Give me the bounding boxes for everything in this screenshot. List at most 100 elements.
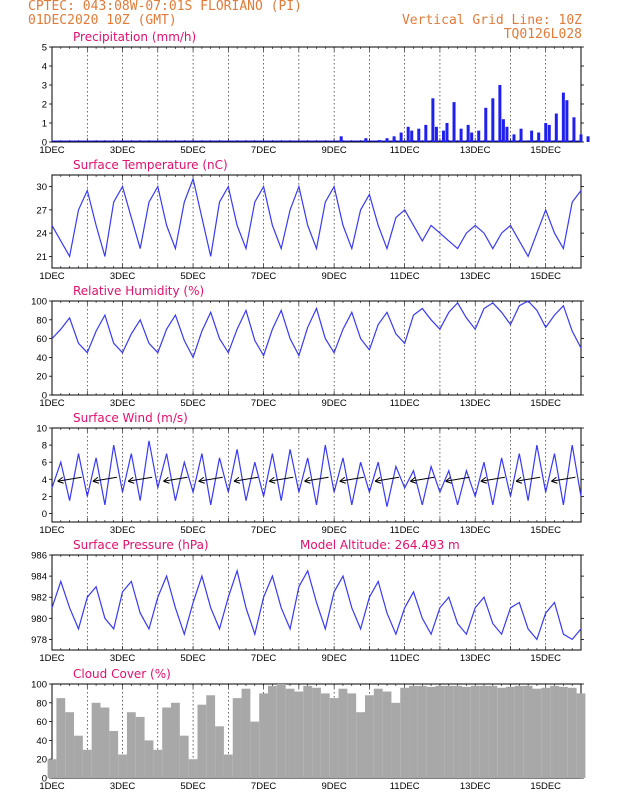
precip-bar <box>579 134 583 142</box>
panel-title-precip: Precipitation (mm/h) <box>73 30 196 44</box>
cloud-bar <box>497 687 507 778</box>
series-line-wind <box>51 440 582 507</box>
y-tick-label: 0 <box>42 138 47 149</box>
cloud-bar <box>461 686 471 778</box>
y-tick-label: 10 <box>36 424 47 435</box>
cloud-bar <box>144 740 154 778</box>
cloud-bar <box>426 686 436 778</box>
y-tick-label: 40 <box>36 353 47 364</box>
y-tick-label: 6 <box>42 458 47 469</box>
y-tick-label: 27 <box>36 205 47 216</box>
y-tick-label: 0 <box>42 391 47 402</box>
cloud-bar <box>74 735 83 778</box>
cloud-bar <box>223 754 233 778</box>
x-tick-label: 5DEC <box>180 781 205 792</box>
panel-frame <box>51 300 582 396</box>
cloud-bar <box>567 687 577 778</box>
x-tick-label: 1DEC <box>39 398 64 409</box>
y-tick-label: 4 <box>42 62 47 73</box>
cloud-bar <box>303 685 313 778</box>
panel-pressure: 978 980 982 984 986 1DEC 3DEC 5DEC 7DEC 9DEC 11DEC… <box>31 538 584 664</box>
x-tick-label: 9DEC <box>321 781 346 792</box>
y-tick-label: 40 <box>36 736 47 747</box>
x-tick-label: 15DEC <box>530 781 561 792</box>
y-tick-label: 60 <box>36 334 47 345</box>
header-model-id: TQ0126L028 <box>503 27 582 42</box>
panel-rh: 0 20 40 60 80 100 1DEC 3DEC 5DEC 7DEC 9DEC 11DEC 13D… <box>31 284 584 409</box>
wind-arrow <box>198 476 223 482</box>
cloud-bar <box>82 749 92 778</box>
precip-bar <box>565 100 569 142</box>
y-tick-label: 80 <box>36 315 47 326</box>
precip-bar <box>466 124 470 142</box>
panel-annotation: Model Altitude: 264.493 m <box>300 538 460 552</box>
x-tick-label: 7DEC <box>251 271 276 282</box>
cloud-bar <box>514 685 524 778</box>
wind-arrowhead <box>127 476 135 484</box>
wind-arrowhead <box>374 476 382 484</box>
cloud-bar <box>91 702 101 778</box>
precip-bar <box>586 136 590 142</box>
x-tick-label: 3DEC <box>110 271 135 282</box>
wind-arrow <box>516 476 541 482</box>
y-tick-label: 21 <box>36 252 47 263</box>
precip-bar <box>547 124 551 142</box>
cloud-bar <box>506 686 515 778</box>
x-tick-label: 11DEC <box>390 145 420 156</box>
panel-frame <box>51 174 582 269</box>
cloud-bar <box>215 726 224 778</box>
cloud-bar <box>400 687 410 778</box>
precip-bar <box>445 123 449 142</box>
cloud-bar <box>329 698 339 778</box>
x-tick-label: 7DEC <box>251 653 276 664</box>
y-tick-label: 980 <box>31 614 47 625</box>
wind-arrowhead <box>445 476 452 484</box>
y-tick-label: 1 <box>42 119 47 130</box>
x-tick-label: 7DEC <box>251 781 276 792</box>
cloud-bar <box>268 685 277 778</box>
panel-title-cloud: Cloud Cover (%) <box>73 667 171 681</box>
cloud-bar <box>197 704 207 778</box>
y-tick-label: 982 <box>31 593 47 604</box>
y-tick-label: 8 <box>42 441 47 452</box>
panel-title-temp: Surface Temperature (nC) <box>73 158 228 172</box>
wind-arrow <box>445 476 470 482</box>
precip-bar <box>498 85 502 142</box>
panel-precip: 0 1 2 3 4 5 1DEC 3DEC 5DEC 7DEC 9DEC 11DEC 13DEC 15DE… <box>39 30 590 156</box>
cloud-bar <box>347 693 357 778</box>
wind-arrow <box>233 476 259 482</box>
x-tick-label: 5DEC <box>180 145 205 156</box>
x-tick-label: 3DEC <box>110 398 135 409</box>
y-tick-label: 80 <box>36 698 47 709</box>
cloud-bar <box>153 749 163 778</box>
precip-bar <box>512 134 516 142</box>
cloud-bar <box>179 735 189 778</box>
precip-bar <box>459 128 463 142</box>
cloud-bar <box>276 684 286 778</box>
cloud-bar <box>364 695 374 778</box>
cloud-bar <box>135 716 145 778</box>
precip-bar <box>572 117 576 142</box>
precip-bar <box>431 98 435 142</box>
cloud-bar <box>550 685 559 778</box>
cloud-bar <box>109 731 119 778</box>
x-tick-label: 11DEC <box>390 398 420 409</box>
cloud-bar <box>541 687 551 778</box>
header-grid-line-note: Vertical Grid Line: 10Z <box>401 13 582 28</box>
cloud-bar <box>435 685 445 778</box>
precip-bar <box>530 130 534 142</box>
panel-cloud: 0 20 40 60 80 100 1DEC 3DEC 5DEC 7DEC 9DEC 11DEC 13D… <box>31 667 586 792</box>
x-tick-label: 13DEC <box>460 653 491 664</box>
y-tick-label: 984 <box>31 572 47 583</box>
cloud-bar <box>523 685 533 778</box>
x-tick-label: 9DEC <box>321 653 346 664</box>
cloud-bar <box>576 693 586 778</box>
cloud-bar <box>409 685 418 778</box>
precip-bar <box>392 136 396 142</box>
x-tick-label: 15DEC <box>530 271 561 282</box>
y-tick-label: 30 <box>36 182 47 193</box>
wind-arrow <box>304 476 329 482</box>
precip-bar <box>484 107 488 142</box>
y-tick-label: 5 <box>42 43 47 54</box>
cloud-bar <box>417 685 427 778</box>
